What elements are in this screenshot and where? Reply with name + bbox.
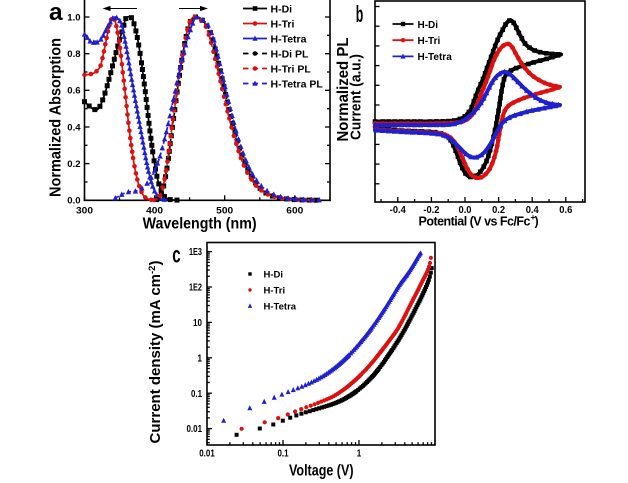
svg-text:H-Tetra: H-Tetra bbox=[271, 33, 307, 45]
svg-text:H-Tetra: H-Tetra bbox=[264, 302, 297, 313]
svg-text:400: 400 bbox=[146, 206, 163, 217]
svg-text:Potential (V vs Fc/Fc: Potential (V vs Fc/Fc bbox=[419, 215, 531, 229]
svg-text:Current (a.u.): Current (a.u.) bbox=[348, 54, 365, 140]
svg-text:H-Tri: H-Tri bbox=[418, 36, 441, 47]
svg-text:+: + bbox=[531, 212, 536, 222]
svg-text:H-Di: H-Di bbox=[271, 3, 293, 15]
svg-text:0.6: 0.6 bbox=[67, 86, 80, 97]
svg-text:H-Tri PL: H-Tri PL bbox=[271, 63, 312, 75]
svg-text:600: 600 bbox=[286, 206, 303, 217]
svg-text:H-Di PL: H-Di PL bbox=[271, 48, 310, 60]
svg-text:0.0: 0.0 bbox=[67, 196, 80, 207]
svg-text:Voltage (V): Voltage (V) bbox=[289, 462, 354, 479]
svg-text:0.1: 0.1 bbox=[191, 389, 202, 400]
svg-text:0.01: 0.01 bbox=[199, 449, 215, 460]
svg-text:1E2: 1E2 bbox=[189, 283, 202, 294]
svg-text:300: 300 bbox=[76, 206, 93, 217]
svg-text:H-Di: H-Di bbox=[264, 270, 284, 281]
svg-text:Normalized Absorption: Normalized Absorption bbox=[48, 38, 65, 197]
svg-text:c: c bbox=[172, 241, 181, 267]
svg-text:1: 1 bbox=[357, 449, 362, 460]
svg-text:0.01: 0.01 bbox=[187, 424, 203, 435]
svg-text:H-Tetra PL: H-Tetra PL bbox=[271, 78, 324, 90]
svg-text:Wavelength (nm): Wavelength (nm) bbox=[143, 216, 257, 233]
svg-text:0.4: 0.4 bbox=[526, 204, 539, 216]
svg-text:-0.4: -0.4 bbox=[390, 204, 406, 216]
svg-text:0.0: 0.0 bbox=[459, 204, 472, 216]
svg-text:Current density (mA cm-2): Current density (mA cm-2) bbox=[147, 261, 164, 444]
svg-text:10: 10 bbox=[193, 318, 202, 329]
svg-text:): ) bbox=[535, 215, 539, 229]
svg-text:1: 1 bbox=[198, 353, 203, 364]
svg-text:a: a bbox=[49, 0, 63, 26]
svg-text:0.2: 0.2 bbox=[492, 204, 505, 216]
svg-text:0.6: 0.6 bbox=[559, 204, 572, 216]
svg-text:0.4: 0.4 bbox=[67, 122, 81, 133]
svg-text:Normalized PL: Normalized PL bbox=[335, 37, 352, 141]
svg-text:H-Tri: H-Tri bbox=[271, 18, 295, 30]
svg-text:-0.2: -0.2 bbox=[423, 204, 439, 216]
svg-text:1.0: 1.0 bbox=[67, 12, 80, 23]
svg-text:0.8: 0.8 bbox=[67, 49, 80, 60]
svg-text:1E3: 1E3 bbox=[189, 247, 202, 258]
svg-text:0.1: 0.1 bbox=[278, 449, 289, 460]
svg-text:0.2: 0.2 bbox=[67, 159, 80, 170]
svg-text:b: b bbox=[356, 1, 364, 27]
svg-text:500: 500 bbox=[216, 206, 233, 217]
svg-text:H-Tetra: H-Tetra bbox=[418, 52, 453, 63]
svg-text:H-Tri: H-Tri bbox=[264, 286, 286, 297]
svg-text:H-Di: H-Di bbox=[418, 20, 439, 31]
